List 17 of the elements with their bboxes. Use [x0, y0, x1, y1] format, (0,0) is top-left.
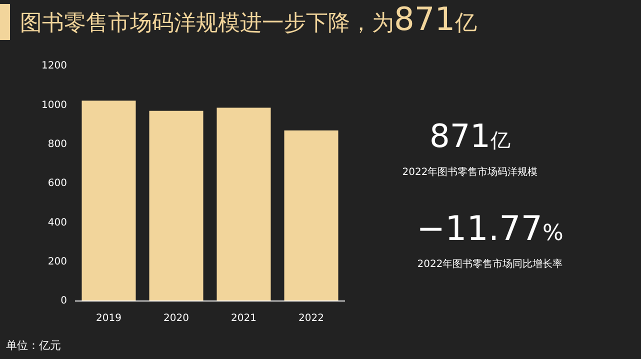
ytick: 600 — [48, 178, 67, 190]
title: 图书零售市场码洋规模进一步下降，为871亿 — [20, 0, 478, 38]
annotation: 871亿 — [429, 117, 511, 155]
ytick: 800 — [48, 139, 67, 150]
ytick: 1200 — [42, 60, 67, 72]
xtick: 2021 — [231, 313, 256, 324]
annotation: 单位：亿元 — [6, 339, 61, 352]
ytick: 400 — [48, 217, 67, 228]
xtick: 2022 — [298, 313, 324, 324]
ytick: 0 — [60, 296, 67, 307]
xtick: 2020 — [164, 313, 189, 324]
annotation: 2022年图书零售市场码洋规模 — [402, 167, 538, 178]
annotation: −11.77% — [416, 209, 564, 249]
ytick: 200 — [48, 256, 67, 268]
annotation: 2022年图书零售市场同比增长率 — [417, 259, 563, 270]
ytick: 1000 — [42, 100, 67, 111]
xtick: 2019 — [96, 313, 122, 324]
